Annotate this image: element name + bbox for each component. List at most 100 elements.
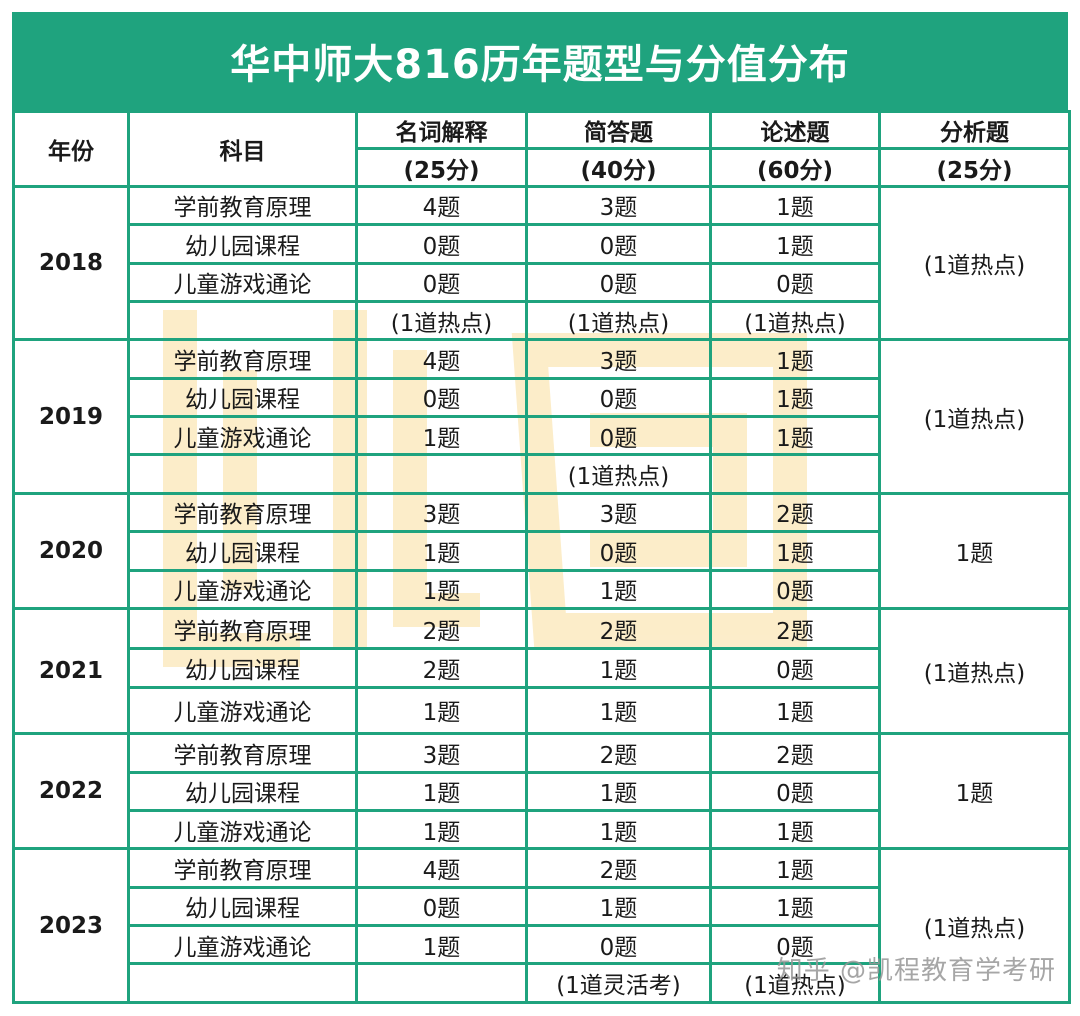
table-row: 2018 学前教育原理 4题 3题 1题 (1道热点) [12,184,1071,342]
essay-count: (1道热点) [709,962,881,1004]
analysis-cell: (1道热点) [878,184,1071,342]
table-row: 儿童游戏通论 0题 0题 0题 [14,261,1070,303]
subject-cell: 儿童游戏通论 [127,808,358,851]
term-definition-count: (1道热点) [355,299,528,342]
table-row: 幼儿园课程 0题 1题 1题 [14,885,1070,928]
subject-cell [127,962,358,1004]
term-definition-count: 4题 [355,184,528,227]
subject-cell: 儿童游戏通论 [127,568,358,610]
term-definition-count: 0题 [355,376,528,419]
table-row: 2020 学前教育原理 3题 3题 2题 1题 [12,491,1071,610]
header-short-answer-score: (40分) [525,147,712,188]
table-row: 2019 学前教育原理 4题 3题 1题 (1道热点) [12,338,1071,495]
essay-count: 0题 [709,568,881,610]
table-row: 儿童游戏通论 1题 1题 1题 [14,808,1070,851]
term-definition-count [355,962,528,1004]
subject-cell: 学前教育原理 [127,606,358,651]
short-answer-count: 0题 [525,261,712,303]
score-distribution-table: 年份 科目 名词解释 简答题 论述题 分析题 (25分) (40分) (60分) (25分) 201… [12,109,1071,1004]
table-row: 幼儿园课程 1题 0题 1题 [14,530,1070,572]
essay-count: 0题 [709,923,881,966]
short-answer-count: 1题 [525,770,712,812]
term-definition-count: 1题 [355,530,528,572]
subject-cell: 儿童游戏通论 [127,685,358,736]
short-answer-count: 0题 [525,376,712,419]
short-answer-count: 2题 [525,847,712,889]
short-answer-count: 1题 [525,885,712,928]
table-row: 儿童游戏通论 1题 0题 0题 [14,923,1070,966]
header-year: 年份 [12,110,130,188]
short-answer-count: (1道热点) [525,453,712,495]
short-answer-count: 0题 [525,223,712,265]
subject-cell: 学前教育原理 [127,338,358,380]
header-analysis: 分析题 [878,109,1071,151]
table-row: 儿童游戏通论 1题 1题 1题 [14,685,1070,736]
short-answer-count: 2题 [525,732,712,774]
header-term-definition-score: (25分) [355,147,528,188]
table-row: 2021 学前教育原理 2题 2题 2题 (1道热点) [12,606,1071,736]
term-definition-count: 1题 [355,685,528,736]
header-short-answer: 简答题 [525,109,712,151]
term-definition-count: 1题 [355,808,528,851]
short-answer-count: (1道灵活考) [525,962,712,1004]
term-definition-count: 0题 [355,223,528,265]
subject-cell: 儿童游戏通论 [127,414,358,457]
term-definition-count: 3题 [355,732,528,774]
essay-count [709,453,881,495]
year-cell: 2021 [12,606,130,736]
term-definition-count: 2题 [355,606,528,651]
short-answer-count: (1道热点) [525,299,712,342]
term-definition-count: 1题 [355,770,528,812]
short-answer-count: 1题 [525,808,712,851]
subject-cell: 幼儿园课程 [127,530,358,572]
term-definition-count: 1题 [355,568,528,610]
essay-count: (1道热点) [709,299,881,342]
page-title: 华中师大816历年题型与分值分布 [12,12,1068,110]
table-row: 幼儿园课程 1题 1题 0题 [14,770,1070,812]
subject-cell: 儿童游戏通论 [127,261,358,303]
term-definition-count: 0题 [355,885,528,928]
essay-count: 1题 [709,414,881,457]
subject-cell: 学前教育原理 [127,184,358,227]
essay-count: 0题 [709,770,881,812]
analysis-cell: 1题 [878,491,1071,610]
essay-count: 1题 [709,808,881,851]
subject-cell: 学前教育原理 [127,491,358,534]
short-answer-count: 2题 [525,606,712,651]
header-essay: 论述题 [709,109,881,151]
term-definition-count: 1题 [355,923,528,966]
subject-cell: 幼儿园课程 [127,885,358,928]
header-analysis-score: (25分) [878,147,1071,188]
essay-count: 1题 [709,530,881,572]
year-cell: 2019 [12,338,130,495]
essay-count: 1题 [709,223,881,265]
essay-count: 1题 [709,885,881,928]
short-answer-count: 1题 [525,685,712,736]
essay-count: 0题 [709,261,881,303]
short-answer-count: 0题 [525,923,712,966]
term-definition-count: 3题 [355,491,528,534]
analysis-cell: (1道热点) [878,606,1071,736]
table-row: 2022 学前教育原理 3题 2题 2题 1题 [12,732,1071,851]
analysis-cell: (1道热点) [878,847,1071,1004]
table-row: 幼儿园课程 0题 0题 1题 [14,223,1070,265]
subject-cell: 幼儿园课程 [127,770,358,812]
essay-count: 2题 [709,606,881,651]
subject-cell: 幼儿园课程 [127,376,358,419]
short-answer-count: 3题 [525,184,712,227]
subject-cell: 学前教育原理 [127,732,358,774]
short-answer-count: 1题 [525,568,712,610]
table-row: 儿童游戏通论 1题 0题 1题 [14,414,1070,457]
header-term-definition: 名词解释 [355,109,528,151]
term-definition-count [355,453,528,495]
table-row: 儿童游戏通论 1题 1题 0题 [14,568,1070,610]
short-answer-count: 3题 [525,338,712,380]
subject-cell: 幼儿园课程 [127,647,358,689]
year-cell: 2023 [12,847,130,1004]
essay-count: 1题 [709,685,881,736]
analysis-cell: (1道热点) [878,338,1071,495]
essay-count: 1题 [709,184,881,227]
header-essay-score: (60分) [709,147,881,188]
subject-cell: 儿童游戏通论 [127,923,358,966]
short-answer-count: 1题 [525,647,712,689]
